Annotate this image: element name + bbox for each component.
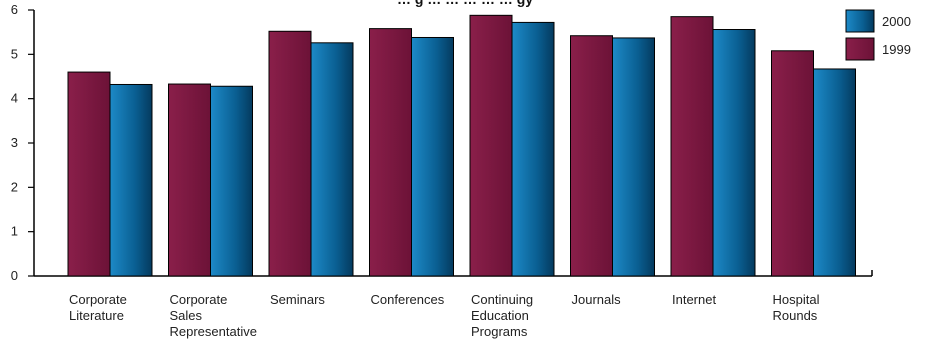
- x-category-label: Conferences: [371, 292, 445, 307]
- bar-1999: [268, 30, 312, 277]
- y-tick-label: 1: [11, 224, 18, 239]
- x-category-label: Internet: [672, 292, 716, 307]
- bar-2000: [310, 42, 354, 277]
- bar-2000: [712, 29, 756, 277]
- bar-2000: [411, 36, 454, 277]
- y-tick-label: 5: [11, 46, 18, 61]
- x-category-label: Hospital Rounds: [773, 292, 820, 323]
- legend-label-1999: 1999: [882, 42, 911, 57]
- legend-swatch-1999: [845, 37, 875, 61]
- x-category-label: Continuing Education Programs: [471, 292, 533, 339]
- bar-1999: [469, 14, 513, 277]
- y-tick-label: 6: [11, 2, 18, 17]
- x-category-label: Corporate Sales Representative: [170, 292, 257, 339]
- bar-2000: [612, 37, 655, 277]
- chart-title: … g … … … … … gy: [397, 0, 533, 7]
- bar-1999: [570, 35, 613, 277]
- y-tick-label: 2: [11, 179, 18, 194]
- bar-1999: [369, 28, 412, 277]
- bar-1999: [670, 16, 714, 277]
- bar-2000: [210, 85, 253, 277]
- bar-1999: [771, 50, 814, 277]
- y-tick-label: 4: [11, 91, 18, 106]
- bar-1999: [67, 71, 111, 277]
- x-category-label: Corporate Literature: [69, 292, 127, 323]
- y-tick-label: 3: [11, 135, 18, 150]
- bar-1999: [168, 83, 211, 277]
- x-category-label: Seminars: [270, 292, 325, 307]
- legend-label-2000: 2000: [882, 14, 911, 29]
- y-tick-label: 0: [11, 268, 18, 283]
- x-category-label: Journals: [572, 292, 622, 307]
- bar-2000: [109, 83, 153, 277]
- bar-2000: [511, 21, 555, 277]
- legend-swatch-2000: [845, 9, 875, 33]
- bar-2000: [813, 68, 856, 277]
